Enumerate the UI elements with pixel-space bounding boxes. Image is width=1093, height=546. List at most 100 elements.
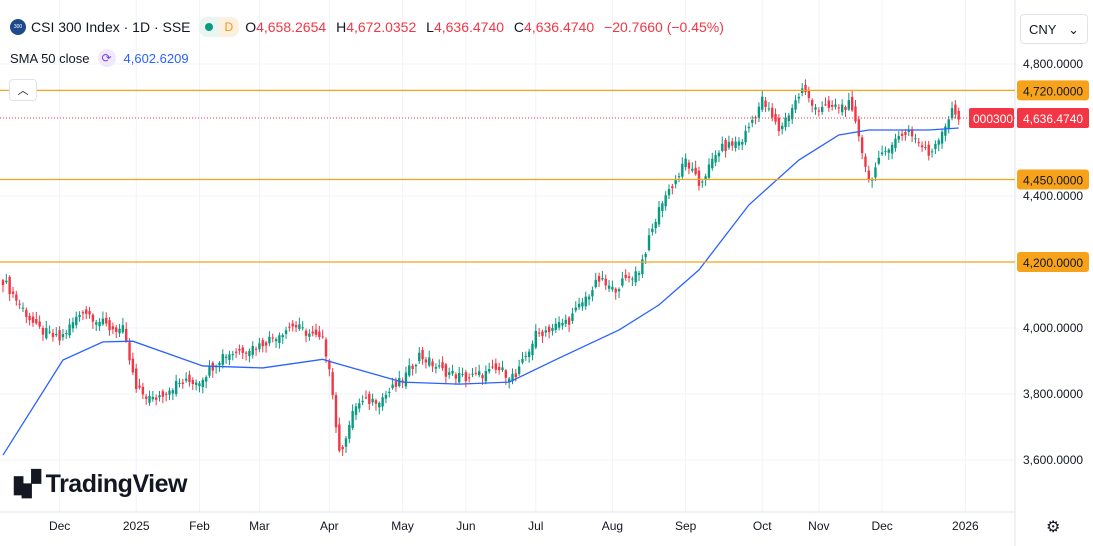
candle-body bbox=[111, 326, 115, 330]
candle bbox=[251, 341, 254, 359]
candle-body bbox=[438, 365, 441, 367]
settings-gear-icon[interactable]: ⚙ bbox=[1046, 519, 1061, 536]
candle bbox=[830, 100, 834, 111]
candle-body bbox=[38, 321, 41, 327]
candle bbox=[677, 172, 681, 183]
candle bbox=[125, 322, 128, 343]
candle-body bbox=[507, 378, 511, 382]
candle bbox=[414, 363, 418, 374]
candle-body bbox=[424, 359, 428, 363]
y-tick-label: 3,800.0000 bbox=[1023, 387, 1083, 401]
candle bbox=[15, 290, 18, 306]
candle-body bbox=[531, 343, 534, 356]
candle bbox=[154, 394, 158, 406]
candle-body bbox=[957, 110, 960, 120]
candle bbox=[424, 356, 428, 369]
candle bbox=[361, 395, 364, 406]
candle bbox=[784, 112, 787, 131]
candle-body bbox=[148, 396, 151, 403]
candle-body bbox=[537, 332, 541, 334]
refresh-icon: ⟳ bbox=[97, 49, 116, 67]
candle bbox=[581, 298, 584, 311]
candle bbox=[654, 218, 657, 234]
candle-body bbox=[331, 372, 334, 396]
candle bbox=[791, 104, 794, 125]
candle bbox=[431, 358, 434, 373]
candle bbox=[201, 377, 204, 394]
candle-body bbox=[551, 327, 554, 331]
candle bbox=[338, 417, 341, 453]
candle bbox=[491, 359, 494, 370]
candle-body bbox=[857, 119, 861, 137]
candle-body bbox=[471, 373, 474, 375]
candle bbox=[198, 380, 201, 393]
candle bbox=[51, 328, 55, 342]
candle bbox=[61, 329, 65, 341]
candle-body bbox=[161, 391, 165, 397]
candle bbox=[374, 398, 378, 411]
candle bbox=[241, 345, 244, 360]
market-status-badge[interactable]: D bbox=[198, 17, 240, 37]
candle bbox=[587, 294, 591, 306]
candle-body bbox=[494, 363, 498, 370]
collapse-legend-button[interactable]: ︿ bbox=[9, 79, 37, 101]
currency-select[interactable]: CNY ⌄ bbox=[1020, 14, 1088, 44]
candle bbox=[261, 337, 264, 353]
candle-body bbox=[268, 336, 271, 344]
candle-body bbox=[517, 366, 521, 375]
candle bbox=[517, 359, 521, 377]
symbol-title[interactable]: CSI 300 Index · 1D · SSE bbox=[31, 19, 191, 35]
candle-body bbox=[361, 400, 364, 403]
candle bbox=[224, 353, 228, 364]
candle bbox=[940, 128, 944, 149]
tradingview-logo[interactable]: ▮▞ TradingView bbox=[12, 470, 187, 499]
candle-body bbox=[171, 390, 175, 394]
candle bbox=[311, 325, 314, 337]
currency-label: CNY bbox=[1029, 22, 1057, 37]
candle-body bbox=[914, 138, 917, 140]
candle bbox=[511, 368, 514, 385]
candle bbox=[631, 276, 634, 287]
candle bbox=[864, 153, 867, 173]
sma-label: SMA 50 close bbox=[10, 50, 90, 66]
candle bbox=[371, 393, 374, 406]
candle-body bbox=[504, 370, 508, 378]
candle-body bbox=[91, 314, 95, 322]
candle-body bbox=[334, 395, 338, 428]
candle bbox=[884, 146, 887, 156]
candle bbox=[128, 338, 131, 365]
candle-body bbox=[860, 137, 864, 154]
candle bbox=[164, 391, 168, 402]
candle-body bbox=[940, 131, 944, 144]
candle bbox=[701, 178, 704, 188]
candle-body bbox=[434, 367, 438, 369]
candle bbox=[627, 272, 631, 283]
candle-body bbox=[794, 100, 797, 110]
candle-body bbox=[341, 446, 344, 450]
candle-body bbox=[18, 303, 21, 305]
candle bbox=[571, 307, 574, 324]
candle bbox=[930, 148, 934, 158]
candle bbox=[8, 275, 11, 302]
chevron-down-icon: ⌄ bbox=[1068, 22, 1079, 37]
candle bbox=[5, 273, 8, 284]
candle bbox=[421, 346, 424, 365]
open-label: O bbox=[245, 19, 257, 35]
x-tick-label: Sep bbox=[675, 519, 697, 533]
candle-body bbox=[887, 149, 890, 153]
candle bbox=[364, 390, 368, 400]
candle-body bbox=[910, 129, 914, 137]
sma-legend[interactable]: SMA 50 close ⟳ 4,602.6209 bbox=[10, 49, 189, 67]
candle bbox=[188, 370, 191, 387]
candle bbox=[348, 420, 351, 444]
candle bbox=[171, 388, 175, 401]
candle bbox=[890, 141, 894, 160]
y-tick-label: 4,800.0000 bbox=[1023, 57, 1083, 71]
candle-body bbox=[301, 327, 304, 329]
candle-body bbox=[318, 331, 321, 337]
candle bbox=[281, 333, 284, 344]
candle-body bbox=[827, 100, 831, 108]
candle bbox=[378, 401, 381, 415]
x-tick-label: Feb bbox=[189, 519, 210, 533]
